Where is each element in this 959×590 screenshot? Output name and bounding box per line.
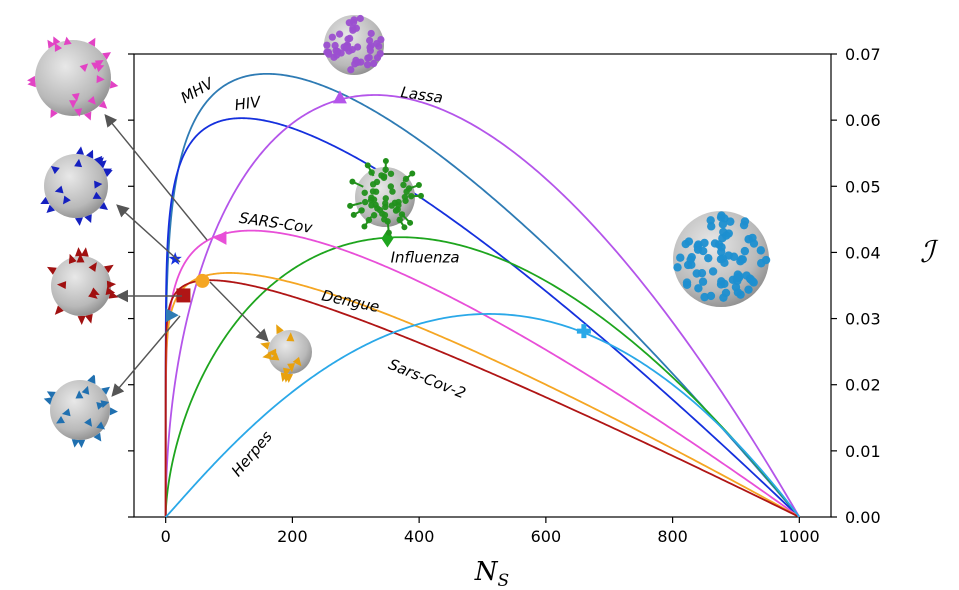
marker-extra-0: [165, 308, 179, 323]
series-line-dengue: [164, 272, 800, 518]
curve-label-hiv: HIV: [233, 93, 263, 115]
marker-sars-cov-2: [176, 288, 191, 303]
x-axis-label: NS: [474, 557, 509, 590]
pointer-arrow: [116, 204, 181, 263]
herpes-small-virus-icon: [43, 374, 118, 448]
pointer-arrow: [104, 114, 208, 241]
y-axis: 0.00 0.01 0.02 0.03 0.04 0.05 0.06 0.07: [128, 45, 881, 527]
pointer-arrow: [209, 281, 269, 342]
marker-dengue: [195, 273, 210, 288]
y-tick-label: 0.06: [845, 111, 881, 130]
marker-lassa: [332, 90, 347, 104]
influenza-virus-icon: [347, 158, 424, 236]
dengue-virus-icon: [260, 324, 312, 383]
x-tick-label: 600: [531, 527, 562, 546]
curve-label-sars-cov-2: Sars-Cov-2: [386, 355, 468, 402]
curve-label-mhv: MHV: [178, 73, 218, 107]
marker-herpes: [576, 324, 591, 339]
series-line-hiv: [164, 117, 800, 518]
herpes-virus-icon: [673, 211, 771, 307]
y-tick-label: 0.07: [845, 45, 881, 64]
x-axis-label-subscript: S: [498, 571, 510, 590]
marker-sars-cov: [213, 230, 227, 245]
y-tick-label: 0.04: [845, 243, 881, 262]
curve-labels: MHV HIV LassaInfluenzaSARS-CovDengueSars-C…: [178, 73, 469, 480]
plot-area: [133, 53, 832, 518]
y-tick-label: 0.03: [845, 310, 881, 329]
virus-icons: [27, 14, 771, 448]
x-tick-label: 1000: [779, 527, 820, 546]
series-line-lassa: [164, 94, 801, 518]
y-tick-label: 0.00: [845, 508, 881, 527]
series-layer: [164, 72, 801, 518]
curve-label-influenza: Influenza: [391, 248, 460, 266]
curve-label-lassa: Lassa: [400, 83, 444, 107]
series-line-influenza: [164, 236, 801, 518]
sars-cov-2-virus-icon: [47, 247, 119, 325]
hiv-virus-icon: [40, 146, 113, 226]
marker-layer: [165, 90, 591, 339]
x-tick-label: 200: [277, 527, 308, 546]
curve-label-herpes: Herpes: [228, 427, 276, 479]
y-tick-label: 0.02: [845, 376, 881, 395]
x-axis-label-main: N: [474, 557, 499, 587]
series-line-sars-cov: [164, 229, 800, 518]
x-axis: 0 200 400 600 800 1000: [161, 517, 820, 546]
curve-label-dengue: Dengue: [320, 286, 381, 316]
x-tick-label: 0: [161, 527, 171, 546]
x-tick-label: 400: [404, 527, 435, 546]
arrow-layer: [104, 114, 269, 397]
lassa-virus-icon: [323, 14, 385, 75]
x-tick-label: 800: [657, 527, 688, 546]
y-tick-label: 0.05: [845, 177, 881, 196]
pointer-arrow: [111, 315, 181, 397]
series-line-sars-cov-2: [164, 279, 800, 518]
y-tick-label: 0.01: [845, 442, 881, 461]
mhv-virus-icon: [27, 36, 119, 121]
y-axis-label: ℐ: [920, 235, 939, 270]
series-line-herpes: [164, 313, 801, 518]
plot-frame: [133, 53, 832, 518]
